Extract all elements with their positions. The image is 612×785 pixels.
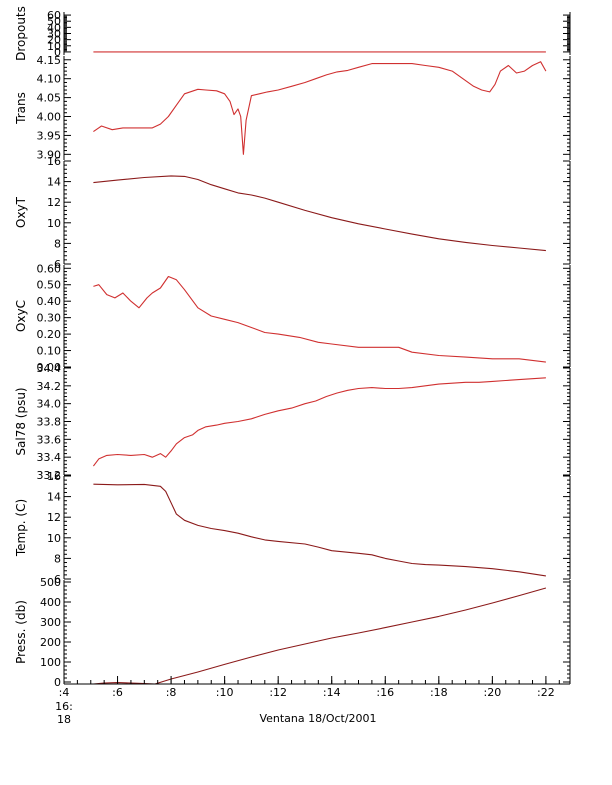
x-tick-label: :18: [430, 686, 448, 699]
y-tick-label: 50: [47, 15, 61, 28]
y-tick-label: 60: [47, 9, 61, 22]
y-axis-label: Temp. (C): [14, 499, 28, 557]
x-tick-label: :6: [112, 686, 123, 699]
y-tick-label: 40: [47, 21, 61, 34]
y-tick-label: 4.05: [37, 92, 62, 105]
x-tick-label: :4: [59, 686, 70, 699]
y-tick-label: 0: [54, 46, 61, 59]
y-axis-label: Dropouts: [14, 6, 28, 61]
y-axis-label: OxyT: [14, 196, 28, 228]
y-tick-label: 8: [54, 552, 61, 565]
x-tick-sublabel: 16:: [55, 700, 73, 713]
y-tick-label: 400: [40, 596, 61, 609]
y-tick-label: 30: [47, 28, 61, 41]
series-line: [93, 275, 546, 363]
y-tick-label: 20: [47, 34, 61, 47]
y-tick-label: 16: [47, 155, 61, 168]
x-tick-label: :8: [166, 686, 177, 699]
y-tick-label: 0.40: [37, 295, 62, 308]
y-tick-label: 0.00: [37, 361, 62, 374]
y-tick-label: 12: [47, 511, 61, 524]
series-line: [93, 483, 546, 577]
x-tick-label: :14: [323, 686, 341, 699]
series-line: [93, 61, 547, 155]
y-tick-label: 8: [54, 237, 61, 250]
y-tick-label: 16: [47, 470, 61, 483]
y-tick-label: 4.10: [37, 73, 62, 86]
panel-oxyt: 6 8 10 12 14 16 OxyT: [14, 155, 571, 271]
y-tick-label: 33.4: [37, 451, 62, 464]
series-line: [92, 377, 546, 467]
series-line: [93, 175, 546, 252]
y-tick-label: 0.50: [37, 279, 62, 292]
y-tick-label: 4.15: [37, 54, 62, 67]
y-axis-label: Trans: [14, 92, 28, 125]
y-tick-label: 200: [40, 636, 61, 649]
panel-oxyc: 0.00 0.10 0.20 0.30 0.40 0.50 0.60 OxyC: [14, 262, 571, 374]
x-tick-label: :10: [216, 686, 234, 699]
y-tick-label: 0: [54, 676, 61, 689]
y-tick-label: 300: [40, 616, 61, 629]
y-tick-label: 33.6: [37, 433, 62, 446]
chart-panels: 0102030405060Dropouts3.903.954.004.054.1…: [14, 6, 571, 689]
panel-temp-c: 6 8 10 12 14 16 Temp. (C): [14, 470, 571, 586]
y-tick-label: 3.95: [37, 129, 62, 142]
y-tick-label: 33.8: [37, 416, 62, 429]
y-tick-label: 0.60: [37, 262, 62, 275]
y-tick-label: 34.2: [37, 380, 62, 393]
y-tick-label: 6: [54, 258, 61, 271]
y-tick-label: 10: [47, 532, 61, 545]
y-tick-label: 14: [47, 176, 61, 189]
y-axis-label: Press. (db): [14, 600, 28, 664]
x-tick-label: :16: [376, 686, 394, 699]
panel-trans: 3.90 3.95 4.00 4.05 4.10 4.15 Trans: [14, 54, 571, 161]
x-axis: :416:18 :6 :8 :10 :12 :14 :16 :18 :20 :22: [55, 676, 570, 726]
y-tick-label: 0.20: [37, 328, 62, 341]
y-axis-label: Sal78 (psu): [14, 387, 28, 455]
y-tick-label: 500: [40, 576, 61, 589]
panel-sal78-psu: 33.2 33.4 33.6 33.8 34.0 34.2 34.4 Sal78 (psu): [14, 362, 571, 482]
series-line: [93, 587, 547, 685]
y-tick-label: 100: [40, 656, 61, 669]
x-axis-label: Ventana 18/Oct/2001: [259, 712, 376, 725]
y-tick-label: 0.10: [37, 345, 62, 358]
y-tick-label: 12: [47, 196, 61, 209]
x-tick-label: :12: [269, 686, 287, 699]
y-tick-label: 33.2: [37, 469, 62, 482]
panel-press-db: 0 100 200 300 400 500 Press. (db): [14, 576, 571, 689]
y-tick-label: 3.90: [37, 148, 62, 161]
y-axis-label: OxyC: [14, 300, 28, 332]
x-tick-sublabel: 18: [57, 713, 71, 726]
y-tick-label: 34.0: [37, 398, 62, 411]
y-tick-label: 0.30: [37, 312, 62, 325]
y-tick-label: 14: [47, 491, 61, 504]
y-tick-label: 10: [47, 40, 61, 53]
y-tick-label: 10: [47, 217, 61, 230]
x-tick-label: :22: [537, 686, 555, 699]
y-tick-label: 6: [54, 573, 61, 586]
y-tick-label: 4.00: [37, 111, 62, 124]
y-tick-label: 34.4: [37, 362, 62, 375]
x-tick-label: :20: [484, 686, 502, 699]
